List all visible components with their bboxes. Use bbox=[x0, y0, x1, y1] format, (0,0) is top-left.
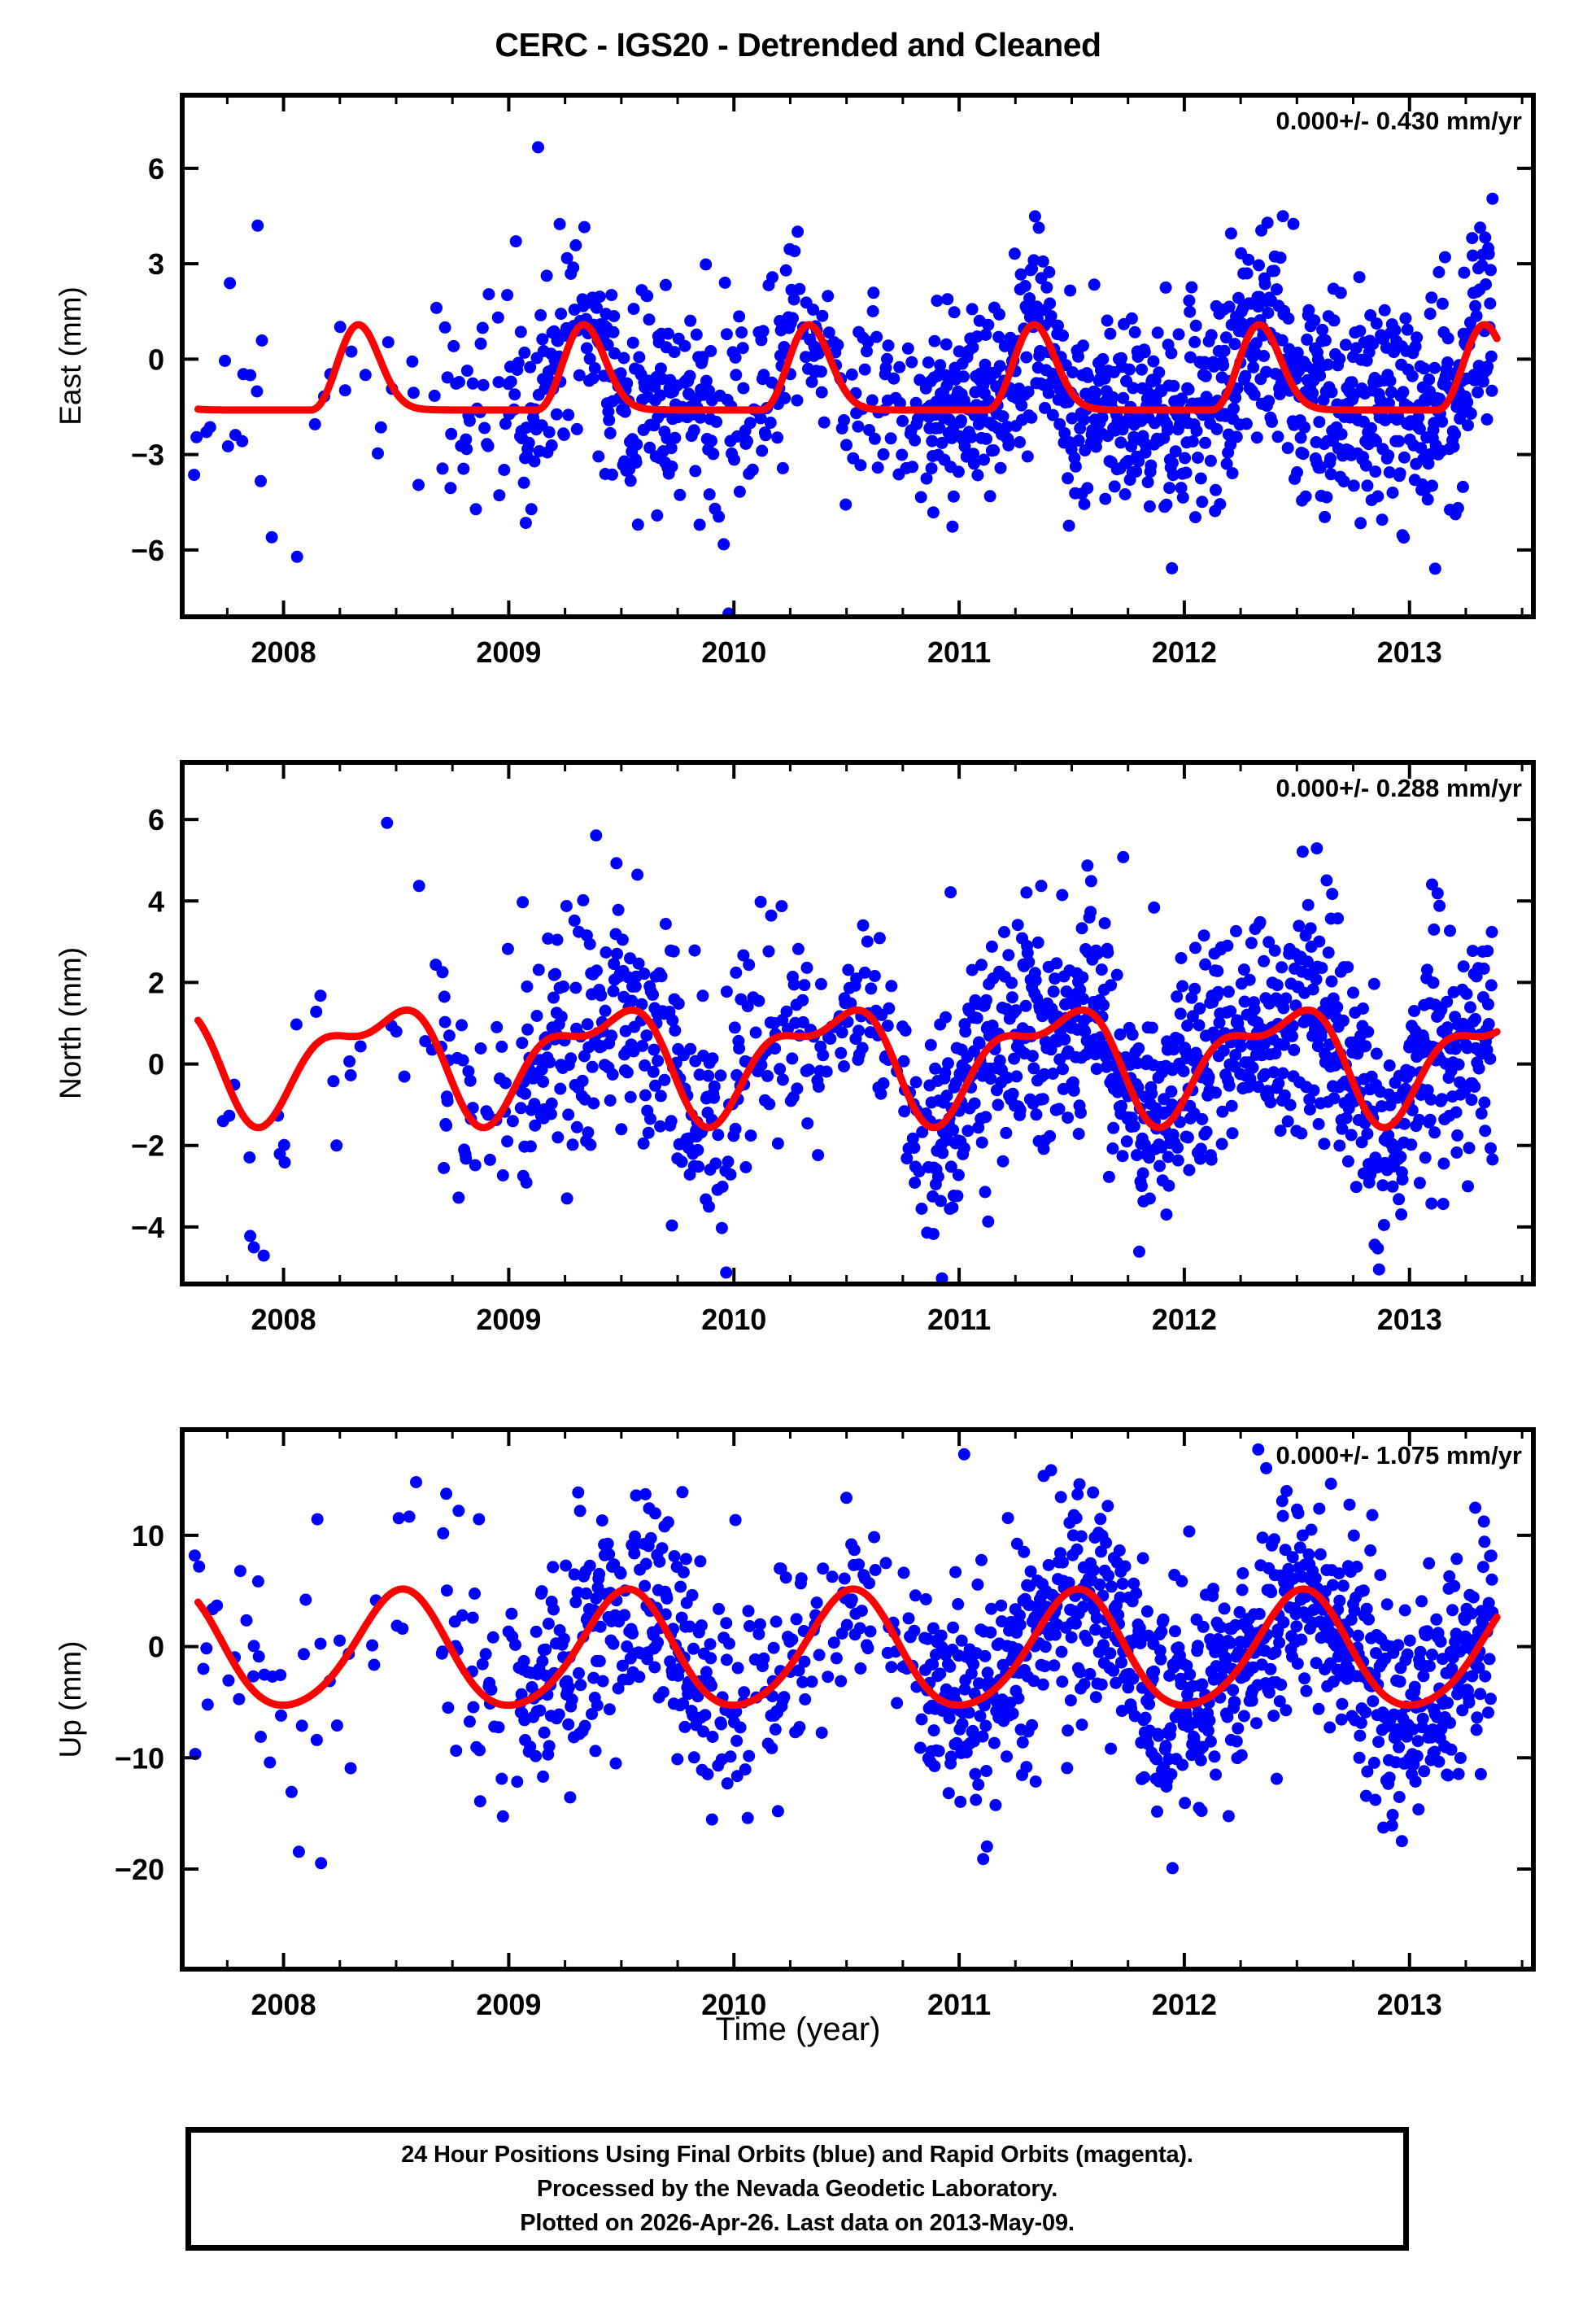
xtick-label: 2011 bbox=[927, 635, 991, 669]
xaxis-title: Time (year) bbox=[715, 2011, 881, 2047]
ytick-label: 6 bbox=[148, 152, 164, 186]
ytick-label: −4 bbox=[131, 1211, 164, 1244]
rate-annotation-north: 0.000+/- 0.288 mm/yr bbox=[1276, 774, 1522, 802]
plot-frame-east bbox=[180, 93, 1536, 619]
scatter-points-up bbox=[188, 1443, 1499, 1875]
rate-annotation-east: 0.000+/- 0.430 mm/yr bbox=[1276, 107, 1522, 135]
ytick-label: 2 bbox=[148, 966, 164, 999]
xtick-label: 2010 bbox=[701, 1303, 766, 1336]
ytick-label: 0 bbox=[148, 1631, 164, 1664]
panel-north: 2008 2009 2010 2011 2012 2013 6 4 2 0 −2 −4 North (m… bbox=[0, 716, 1596, 1336]
xtick-label: 2012 bbox=[1152, 635, 1217, 669]
xtick-label: 2009 bbox=[476, 1303, 541, 1336]
scatter-points-east bbox=[188, 141, 1499, 617]
yaxis-up: 10 0 −10 −20 bbox=[115, 1519, 1533, 1886]
panel-up: 2008 2009 2010 2011 2012 2013 10 0 −10 −20 Up (mm)… bbox=[0, 1383, 1596, 2034]
chart-up: 2008 2009 2010 2011 2012 2013 10 0 −10 −20 Up (mm)… bbox=[54, 1427, 1536, 2021]
caption-line-2: Processed by the Nevada Geodetic Laborat… bbox=[536, 2175, 1058, 2202]
yaxis-title-north: North (mm) bbox=[54, 947, 87, 1099]
xtick-label: 2010 bbox=[701, 1988, 766, 2021]
xtick-label: 2013 bbox=[1377, 1303, 1442, 1336]
scatter-points-north bbox=[216, 816, 1499, 1284]
chart-east: 2008 2009 2010 2011 2012 2013 6 3 0 −3 −6 East (mm)… bbox=[54, 93, 1536, 669]
xtick-label: 2012 bbox=[1152, 1303, 1217, 1336]
ytick-label: −6 bbox=[131, 534, 164, 567]
caption-line-1: 24 Hour Positions Using Final Orbits (bl… bbox=[401, 2141, 1193, 2168]
plot-frame-up bbox=[180, 1427, 1536, 1972]
model-curve-up bbox=[194, 1585, 1501, 1710]
xtick-label: 2009 bbox=[476, 1988, 541, 2021]
ytick-label: 4 bbox=[148, 884, 164, 918]
xtick-label: 2008 bbox=[251, 1988, 316, 2021]
ytick-label: 0 bbox=[148, 1048, 164, 1081]
rate-annotation-up: 0.000+/- 1.075 mm/yr bbox=[1276, 1441, 1522, 1470]
xaxis-east: 2008 2009 2010 2011 2012 2013 bbox=[225, 95, 1524, 669]
yaxis-title-up: Up (mm) bbox=[54, 1641, 87, 1758]
xtick-label: 2008 bbox=[251, 1303, 316, 1336]
ytick-label: 10 bbox=[132, 1519, 164, 1553]
ytick-label: 0 bbox=[148, 343, 164, 376]
caption-box: 24 Hour Positions Using Final Orbits (bl… bbox=[185, 2127, 1409, 2251]
yaxis-north: 6 4 2 0 −2 −4 bbox=[131, 803, 1533, 1244]
xtick-label: 2009 bbox=[476, 635, 541, 669]
ytick-label: −3 bbox=[131, 439, 164, 472]
ytick-label: 6 bbox=[148, 803, 164, 836]
yaxis-title-east: East (mm) bbox=[54, 286, 87, 426]
xtick-label: 2008 bbox=[251, 635, 316, 669]
xaxis-up: 2008 2009 2010 2011 2012 2013 bbox=[225, 1430, 1524, 2021]
plot-frame-north bbox=[180, 760, 1536, 1286]
xtick-label: 2012 bbox=[1152, 1988, 1217, 2021]
panel-east: 2008 2009 2010 2011 2012 2013 6 3 0 −3 −6 East (mm)… bbox=[0, 49, 1596, 669]
xtick-label: 2011 bbox=[927, 1303, 991, 1336]
ytick-label: −2 bbox=[131, 1129, 164, 1163]
ytick-label: −10 bbox=[115, 1741, 164, 1775]
caption-line-3: Plotted on 2026-Apr-26. Last data on 201… bbox=[520, 2210, 1075, 2237]
model-curve-north bbox=[194, 1006, 1501, 1132]
xtick-label: 2013 bbox=[1377, 635, 1442, 669]
xtick-label: 2013 bbox=[1377, 1988, 1442, 2021]
xtick-label: 2011 bbox=[927, 1988, 991, 2021]
ytick-label: 3 bbox=[148, 247, 164, 281]
xtick-label: 2010 bbox=[701, 635, 766, 669]
ytick-label: −20 bbox=[115, 1853, 164, 1886]
chart-north: 2008 2009 2010 2011 2012 2013 6 4 2 0 −2 −4 North (m… bbox=[54, 760, 1536, 1336]
page-title: CERC - IGS20 - Detrended and Cleaned bbox=[495, 26, 1101, 63]
xaxis-north: 2008 2009 2010 2011 2012 2013 bbox=[225, 762, 1524, 1336]
model-curve-east bbox=[194, 321, 1501, 414]
yaxis-east: 6 3 0 −3 −6 bbox=[131, 152, 1533, 567]
